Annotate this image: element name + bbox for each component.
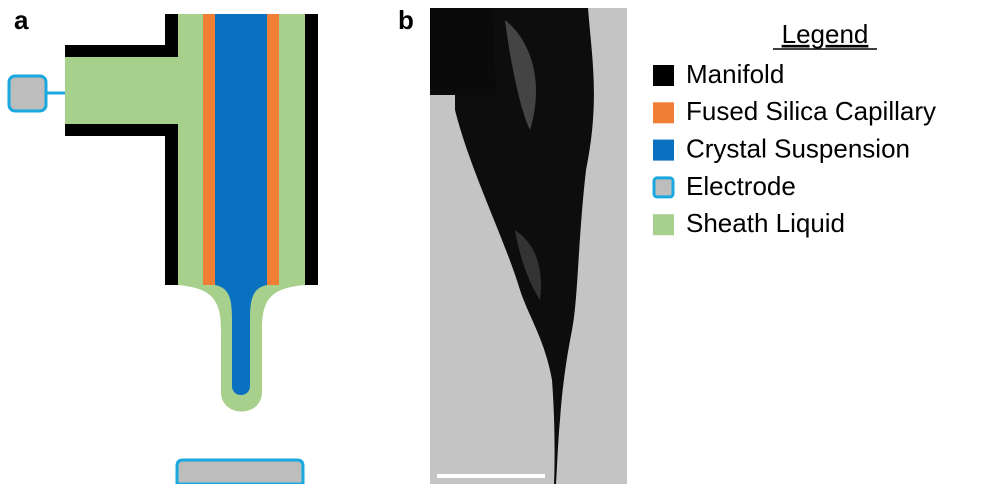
panel-label: b xyxy=(398,5,414,35)
legend: Legend Manifold Fused Silica Capillary Cry… xyxy=(653,19,936,238)
panel-label: a xyxy=(14,5,29,35)
legend-swatch xyxy=(654,178,673,197)
legend-swatch xyxy=(653,140,674,161)
legend-label: Electrode xyxy=(686,171,796,201)
legend-swatch xyxy=(653,65,674,86)
legend-swatch xyxy=(653,214,674,235)
legend-label: Crystal Suspension xyxy=(686,133,910,163)
legend-title: Legend xyxy=(782,19,869,49)
emitter-diagram xyxy=(9,14,318,484)
legend-swatch xyxy=(653,102,674,123)
figure: a b Legend Manifold Fused Silica Capillar… xyxy=(0,0,988,484)
legend-label: Fused Silica Capillary xyxy=(686,96,936,126)
legend-label: Sheath Liquid xyxy=(686,208,845,238)
legend-label: Manifold xyxy=(686,59,784,89)
micrograph xyxy=(430,8,627,484)
